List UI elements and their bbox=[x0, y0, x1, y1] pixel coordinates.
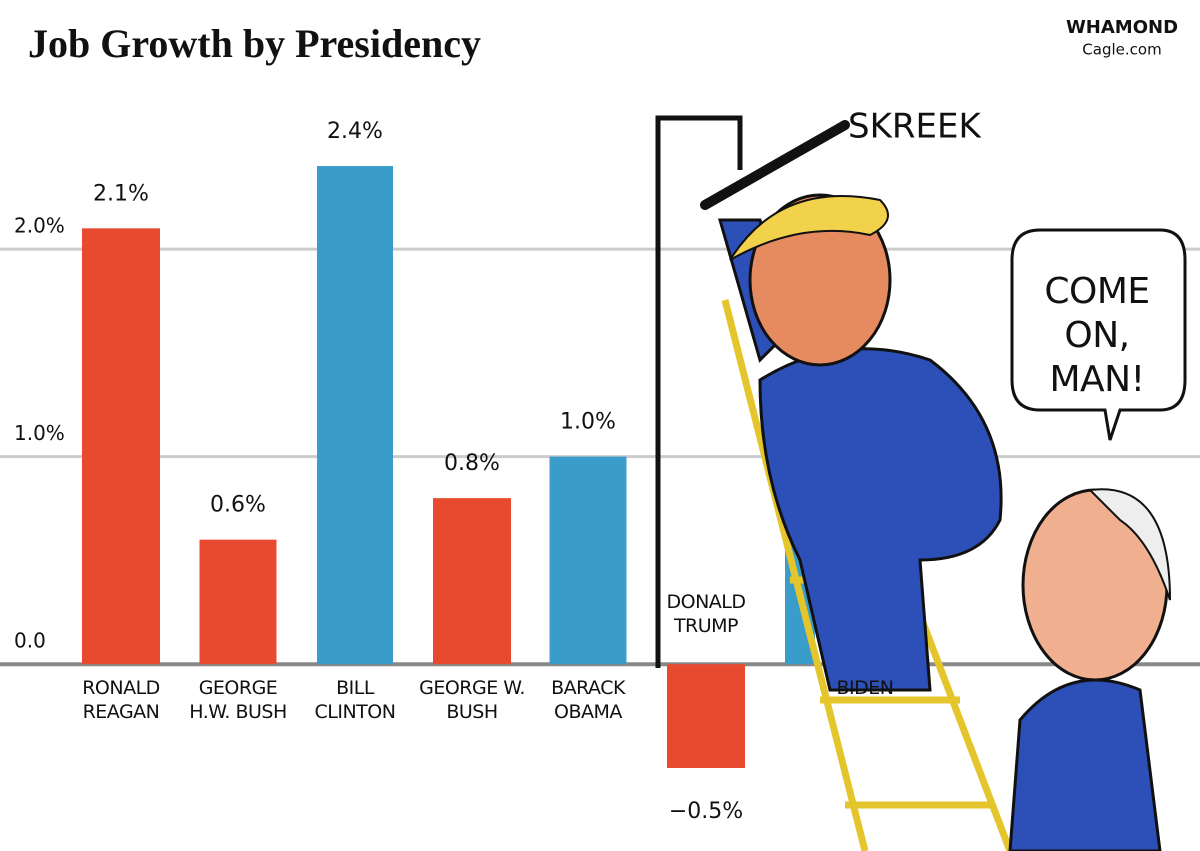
signature: WHAMOND bbox=[1066, 17, 1178, 38]
x-tick-label: DONALD TRUMP bbox=[666, 591, 746, 638]
y-tick-label: 2.0% bbox=[14, 214, 65, 238]
figure-on-ladder bbox=[700, 120, 1003, 692]
bar bbox=[549, 456, 627, 665]
x-tick-label: BIDEN bbox=[836, 677, 895, 700]
x-tick-label: GEORGE W. BUSH bbox=[419, 677, 525, 724]
bar bbox=[199, 539, 277, 665]
signature-site: Cagle.com bbox=[1082, 41, 1161, 59]
bar bbox=[667, 664, 745, 768]
x-tick-label: BARACK OBAMA bbox=[551, 677, 625, 724]
value-label: −0.5% bbox=[669, 799, 743, 824]
value-label: 2.4% bbox=[327, 119, 383, 144]
chart-title: Job Growth by Presidency bbox=[28, 21, 481, 66]
x-tick-label: RONALD REAGAN bbox=[82, 677, 160, 724]
value-label: 1.0% bbox=[560, 410, 616, 435]
bar bbox=[433, 498, 511, 665]
marker-outline bbox=[655, 115, 743, 668]
y-tick-label: 1.0% bbox=[14, 421, 65, 445]
speech-text: COME ON, MAN! bbox=[1044, 271, 1150, 400]
sound-effect: SKREEK bbox=[848, 107, 982, 147]
value-label: 2.1% bbox=[93, 181, 149, 206]
bar bbox=[82, 228, 160, 665]
x-tick-label: BILL CLINTON bbox=[314, 677, 396, 724]
y-tick-label: 0.0 bbox=[14, 629, 46, 653]
bar bbox=[317, 166, 393, 665]
figure-right bbox=[1008, 488, 1171, 851]
value-label: 0.6% bbox=[210, 493, 266, 518]
speech-bubble bbox=[1010, 228, 1187, 441]
value-label: 0.8% bbox=[444, 451, 500, 476]
x-tick-label: GEORGE H.W. BUSH bbox=[189, 677, 287, 724]
